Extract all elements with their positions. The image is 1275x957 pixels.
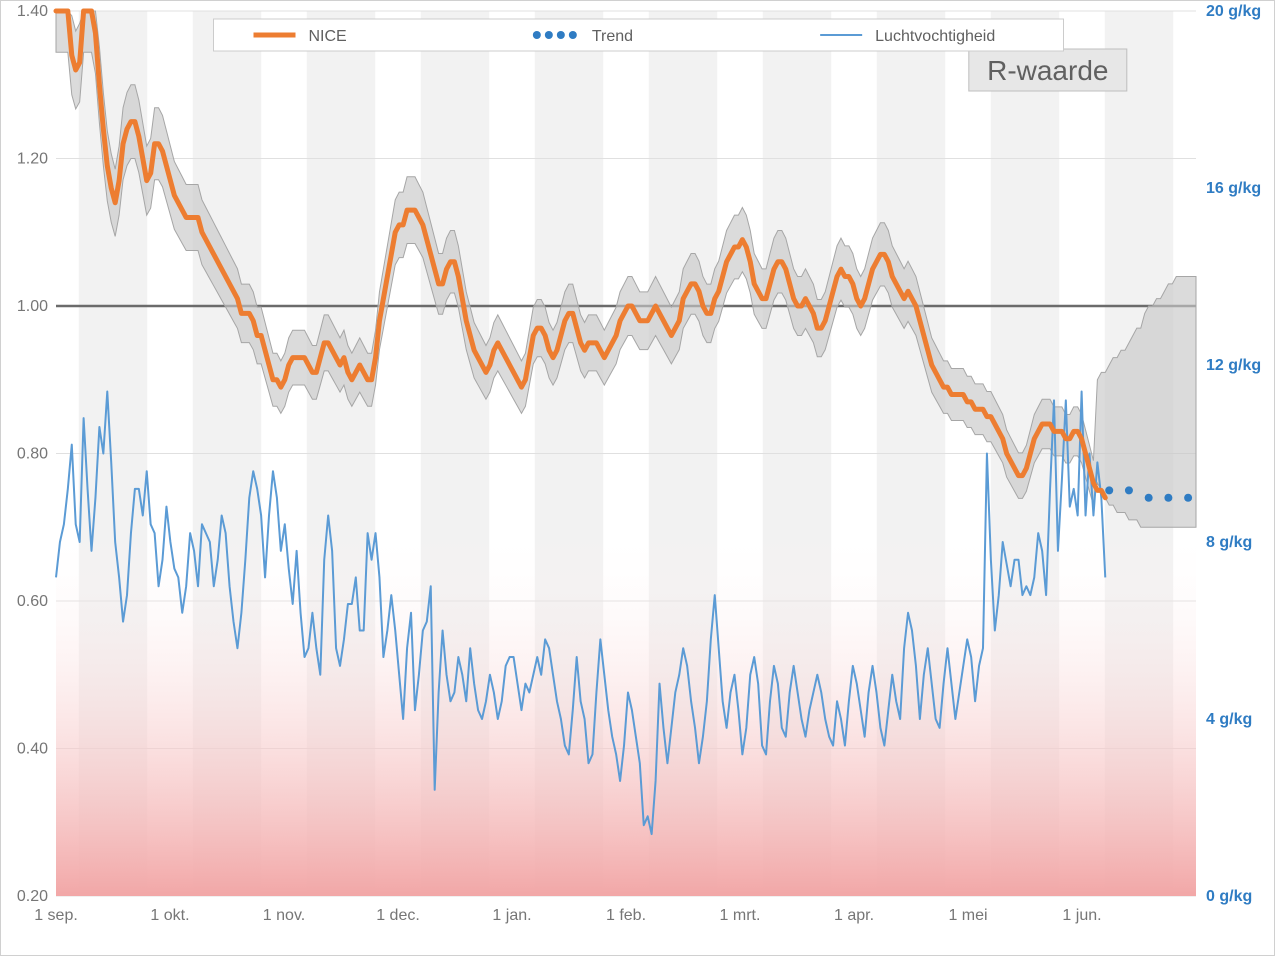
legend-label-nice: NICE [309, 28, 347, 45]
y-right-tick-label: 4 g/kg [1206, 711, 1252, 728]
y-right-tick-label: 12 g/kg [1206, 357, 1261, 374]
legend-swatch-trend [545, 31, 553, 39]
x-tick-label: 1 mei [948, 907, 987, 924]
x-tick-label: 1 apr. [834, 907, 874, 924]
x-tick-label: 1 mrt. [720, 907, 761, 924]
legend-swatch-trend [557, 31, 565, 39]
y-right-tick-label: 16 g/kg [1206, 180, 1261, 197]
x-tick-label: 1 sep. [34, 907, 78, 924]
x-tick-label: 1 jun. [1062, 907, 1101, 924]
y-right-tick-label: 20 g/kg [1206, 3, 1261, 20]
legend-label-trend: Trend [592, 28, 633, 45]
chart-title: R-waarde [987, 55, 1108, 86]
y-left-tick-label: 1.00 [17, 298, 48, 315]
legend-swatch-trend [533, 31, 541, 39]
x-tick-label: 1 jan. [492, 907, 531, 924]
y-left-tick-label: 0.60 [17, 593, 48, 610]
y-left-tick-label: 0.20 [17, 888, 48, 905]
x-tick-label: 1 feb. [606, 907, 646, 924]
trend-point [1184, 494, 1192, 502]
x-tick-label: 1 nov. [263, 907, 305, 924]
trend-point [1145, 494, 1153, 502]
y-left-tick-label: 1.20 [17, 151, 48, 168]
x-tick-label: 1 okt. [150, 907, 189, 924]
trend-point [1164, 494, 1172, 502]
y-left-tick-label: 1.40 [17, 3, 48, 20]
x-tick-label: 1 dec. [376, 907, 420, 924]
chart-svg: 0.20 0.40 0.60 0.80 1.00 1.20 1.40 0 g/kg 4 g/kg… [1, 1, 1275, 957]
legend-swatch-trend [569, 31, 577, 39]
trend-point [1105, 486, 1113, 494]
trend-point [1125, 486, 1133, 494]
y-right-tick-label: 0 g/kg [1206, 888, 1252, 905]
y-left-tick-label: 0.40 [17, 741, 48, 758]
chart-container: 0.20 0.40 0.60 0.80 1.00 1.20 1.40 0 g/kg 4 g/kg… [0, 0, 1275, 956]
y-right-tick-label: 8 g/kg [1206, 534, 1252, 551]
y-left-tick-label: 0.80 [17, 446, 48, 463]
legend-label-humidity: Luchtvochtigheid [875, 28, 995, 45]
